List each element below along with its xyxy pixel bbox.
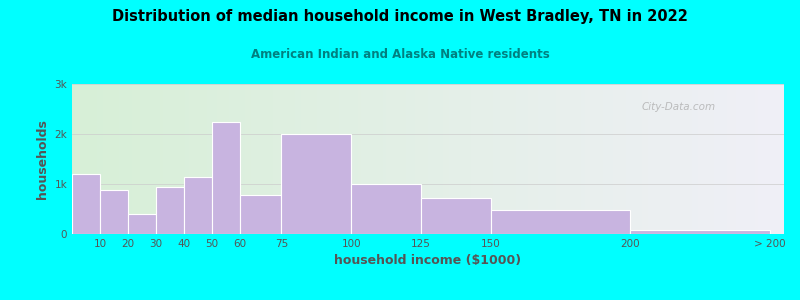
Text: Distribution of median household income in West Bradley, TN in 2022: Distribution of median household income … bbox=[112, 9, 688, 24]
Bar bbox=[128, 214, 156, 234]
Bar bbox=[72, 174, 100, 234]
Bar bbox=[282, 134, 351, 234]
Bar bbox=[212, 122, 239, 234]
Bar bbox=[239, 195, 282, 234]
X-axis label: household income ($1000): household income ($1000) bbox=[334, 254, 522, 267]
Bar bbox=[491, 210, 630, 234]
Bar bbox=[100, 190, 128, 234]
Bar bbox=[351, 184, 421, 234]
Bar bbox=[156, 187, 184, 234]
Text: City-Data.com: City-Data.com bbox=[642, 102, 716, 112]
Y-axis label: households: households bbox=[36, 119, 49, 199]
Bar bbox=[630, 230, 770, 234]
Bar bbox=[184, 176, 212, 234]
Bar bbox=[421, 198, 491, 234]
Text: American Indian and Alaska Native residents: American Indian and Alaska Native reside… bbox=[250, 48, 550, 61]
